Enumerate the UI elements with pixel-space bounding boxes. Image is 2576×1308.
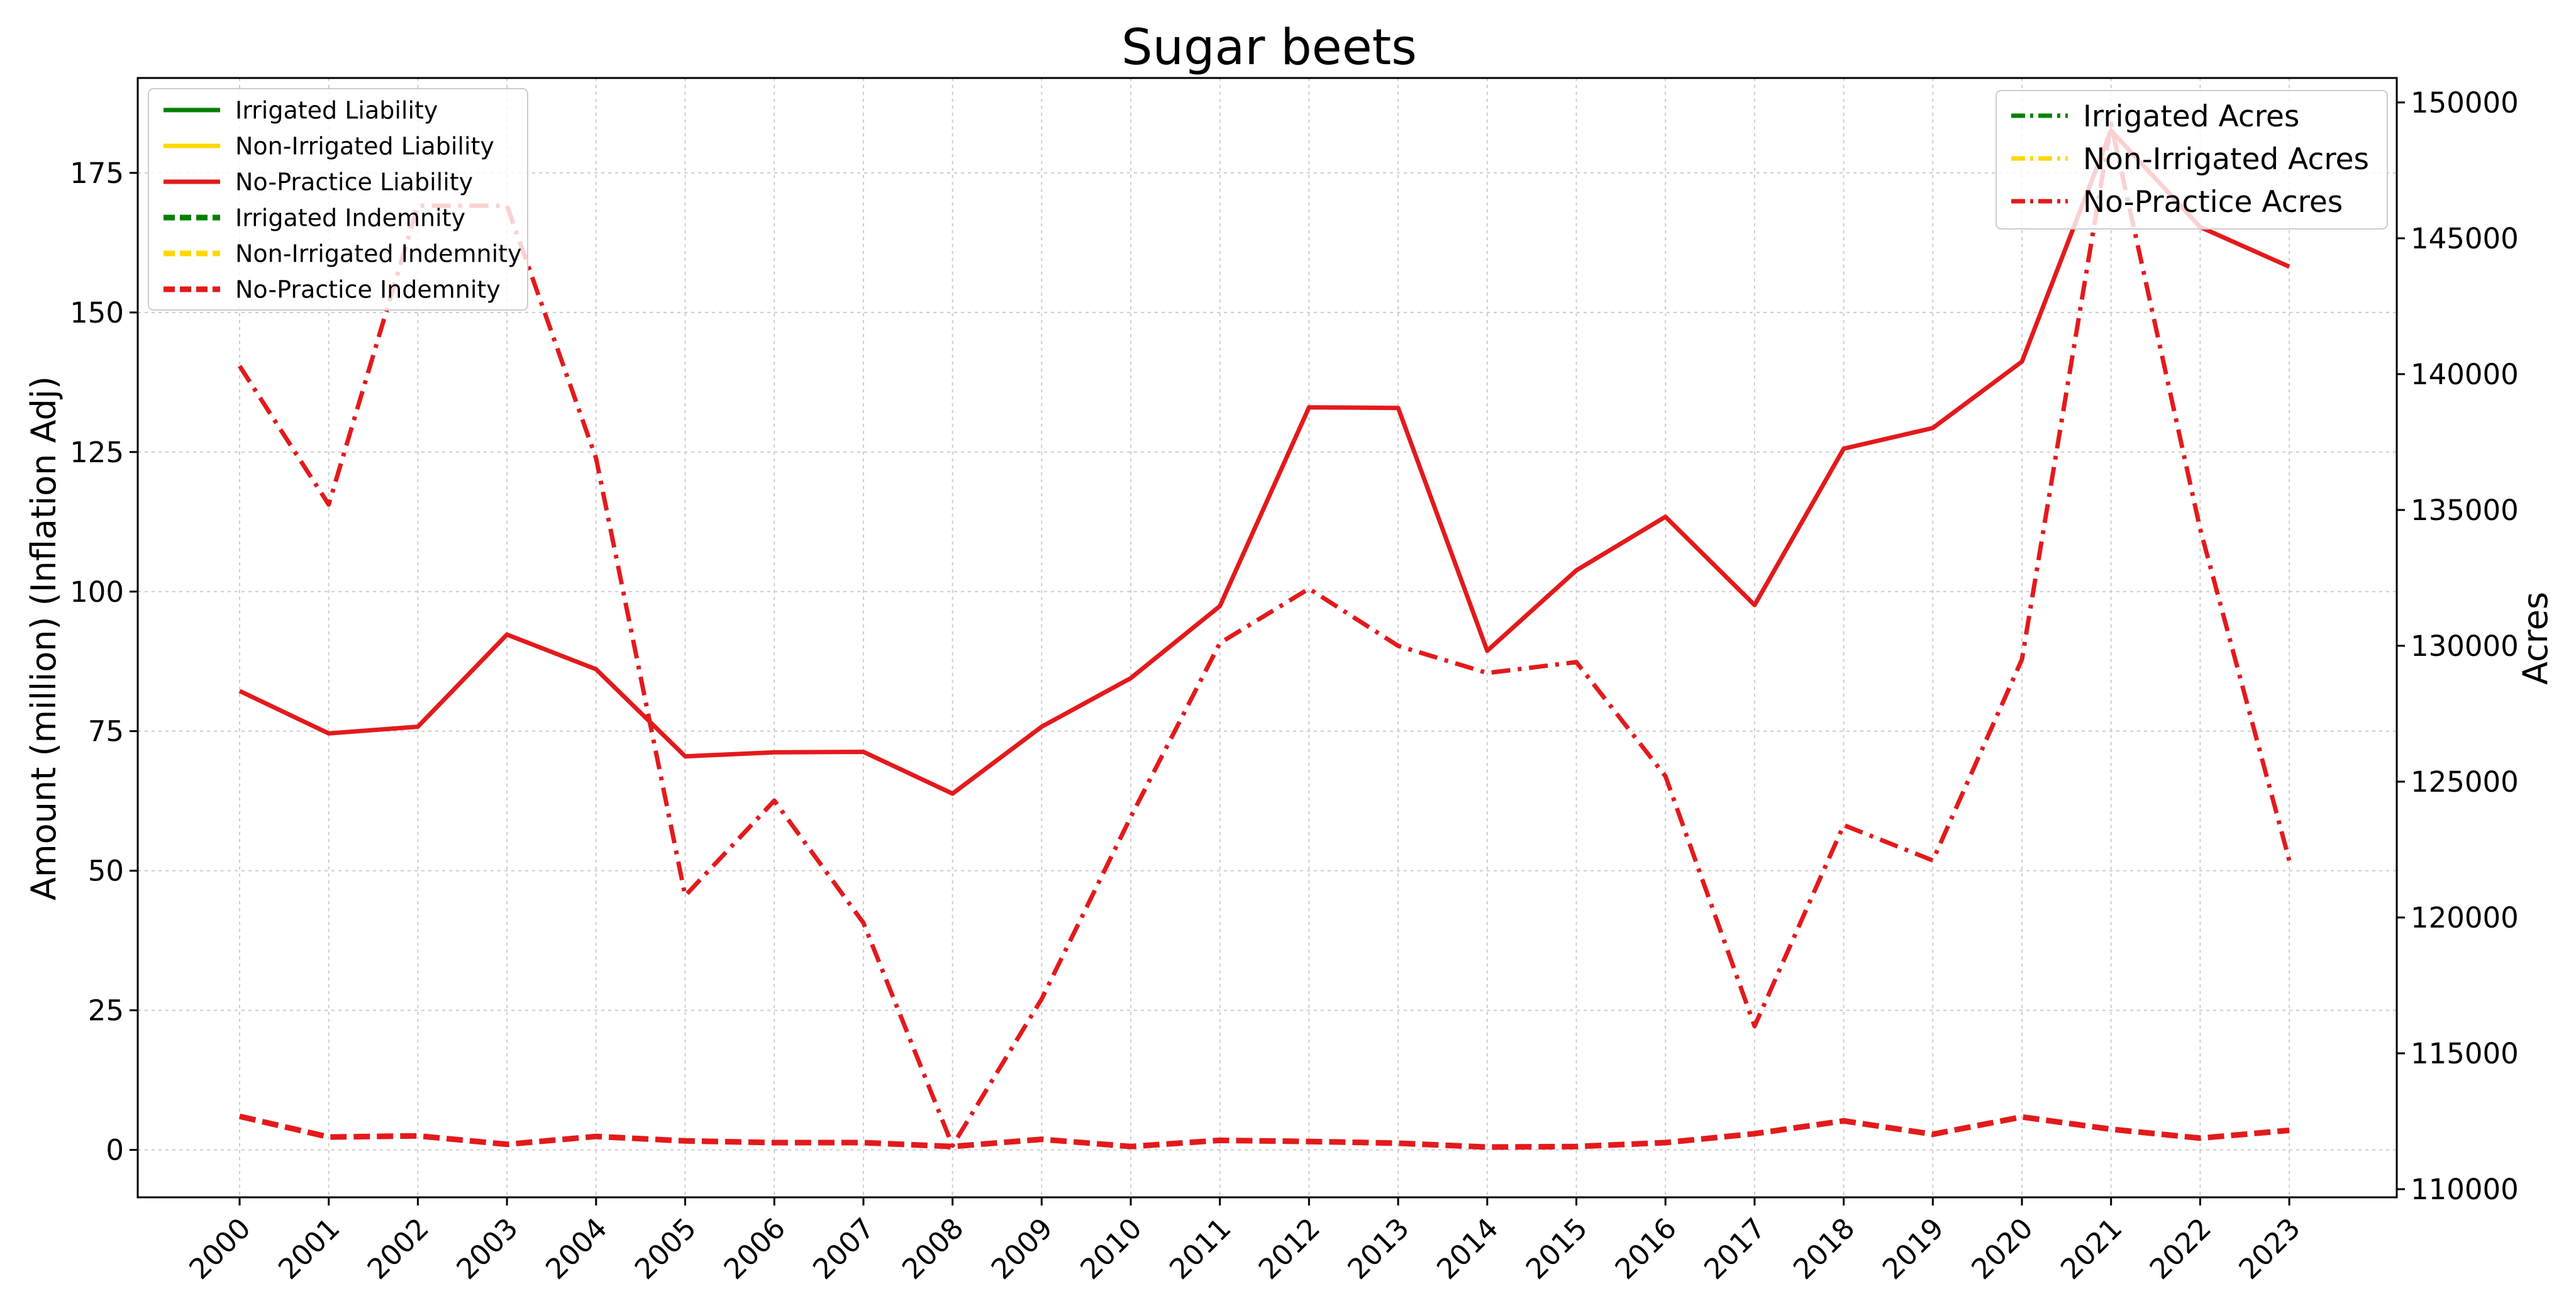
legend-label-no-practice-acres: No-Practice Acres	[2083, 185, 2343, 219]
chart-title: Sugar beets	[1121, 19, 1417, 76]
x-tick-label: 2005	[628, 1211, 702, 1285]
legend-liability-indemnity: Irrigated Liability Non-Irrigated Liabili…	[148, 88, 528, 311]
x-tick-label: 2004	[539, 1211, 613, 1285]
y-left-tick-label: 175	[70, 157, 124, 190]
x-tick-label: 2007	[806, 1211, 880, 1285]
y-left-tick-label: 25	[88, 994, 124, 1028]
x-tick-label: 2018	[1787, 1211, 1861, 1285]
plot-area-frame	[136, 77, 2398, 1199]
legend-acres: Irrigated Acres Non-Irrigated Acres No-Pra…	[1996, 90, 2388, 230]
y-right-tick-label: 115000	[2411, 1037, 2519, 1070]
x-tick-label: 2000	[182, 1211, 257, 1285]
y-left-tick-label: 50	[88, 855, 124, 888]
y-left-tick-label: 125	[70, 436, 124, 469]
y-left-tick-label: 0	[106, 1134, 124, 1167]
y-right-tick-label: 110000	[2411, 1173, 2519, 1206]
y-right-tick-label: 145000	[2411, 222, 2519, 255]
x-tick-label: 2009	[985, 1211, 1059, 1285]
legend-right-frame	[1996, 90, 2388, 230]
series-line-no-practice-liability	[238, 128, 2290, 796]
x-tick-label: 2017	[1697, 1211, 1772, 1285]
series-line-no-practice-indemnity	[238, 1113, 2290, 1150]
y-axis-right-label: Acres	[2516, 592, 2555, 685]
legend-label-no-practice-indemnity: No-Practice Indemnity	[235, 276, 501, 304]
x-tick-label: 2023	[2232, 1211, 2306, 1285]
y-left-tick-label: 75	[88, 715, 124, 748]
x-tick-label: 2016	[1609, 1211, 1683, 1285]
x-tick-label: 2015	[1519, 1211, 1594, 1285]
legend-label-irrigated-acres: Irrigated Acres	[2083, 99, 2299, 134]
x-tick-label: 2008	[896, 1211, 970, 1285]
y-right-tick-label: 135000	[2411, 494, 2519, 527]
y-right-tick-label: 125000	[2411, 765, 2519, 799]
legend-label-no-practice-liability: No-Practice Liability	[235, 169, 473, 196]
x-tick-label: 2006	[718, 1211, 792, 1285]
x-tick-label: 2019	[1876, 1211, 1950, 1285]
legend-label-non-irrigated-indemnity: Non-Irrigated Indemnity	[235, 240, 522, 268]
x-tick-label: 2002	[361, 1211, 435, 1285]
legend-label-non-irrigated-liability: Non-Irrigated Liability	[235, 133, 494, 160]
y-left-tick-label: 150	[70, 296, 124, 330]
legend-left-frame	[148, 88, 528, 311]
y-left-tick-label: 100	[70, 575, 124, 609]
legend-label-non-irrigated-acres: Non-Irrigated Acres	[2083, 142, 2369, 177]
x-tick-label: 2012	[1252, 1211, 1326, 1285]
x-tick-label: 2013	[1341, 1211, 1415, 1285]
legend-label-irrigated-liability: Irrigated Liability	[235, 97, 438, 125]
x-tick-label: 2014	[1430, 1211, 1504, 1285]
grid-lines	[138, 78, 2397, 1197]
y-right-tick-label: 150000	[2411, 86, 2519, 119]
series-line-no-practice-acres	[238, 121, 2292, 1148]
y-right-tick-label: 130000	[2411, 629, 2519, 663]
x-tick-label: 2020	[1965, 1211, 2039, 1285]
x-tick-label: 2021	[2054, 1211, 2128, 1285]
x-tick-label: 2010	[1074, 1211, 1148, 1285]
legend-label-irrigated-indemnity: Irrigated Indemnity	[235, 204, 465, 232]
y-right-tick-label: 140000	[2411, 358, 2519, 391]
x-tick-label: 2011	[1163, 1211, 1237, 1285]
series-lines	[238, 121, 2292, 1150]
x-tick-label: 2022	[2143, 1211, 2218, 1285]
y-axis-left-label: Amount (million) (Inflation Adj)	[24, 376, 64, 901]
x-tick-label: 2003	[450, 1211, 524, 1285]
y-right-tick-label: 120000	[2411, 901, 2519, 934]
x-tick-label: 2001	[272, 1211, 346, 1285]
